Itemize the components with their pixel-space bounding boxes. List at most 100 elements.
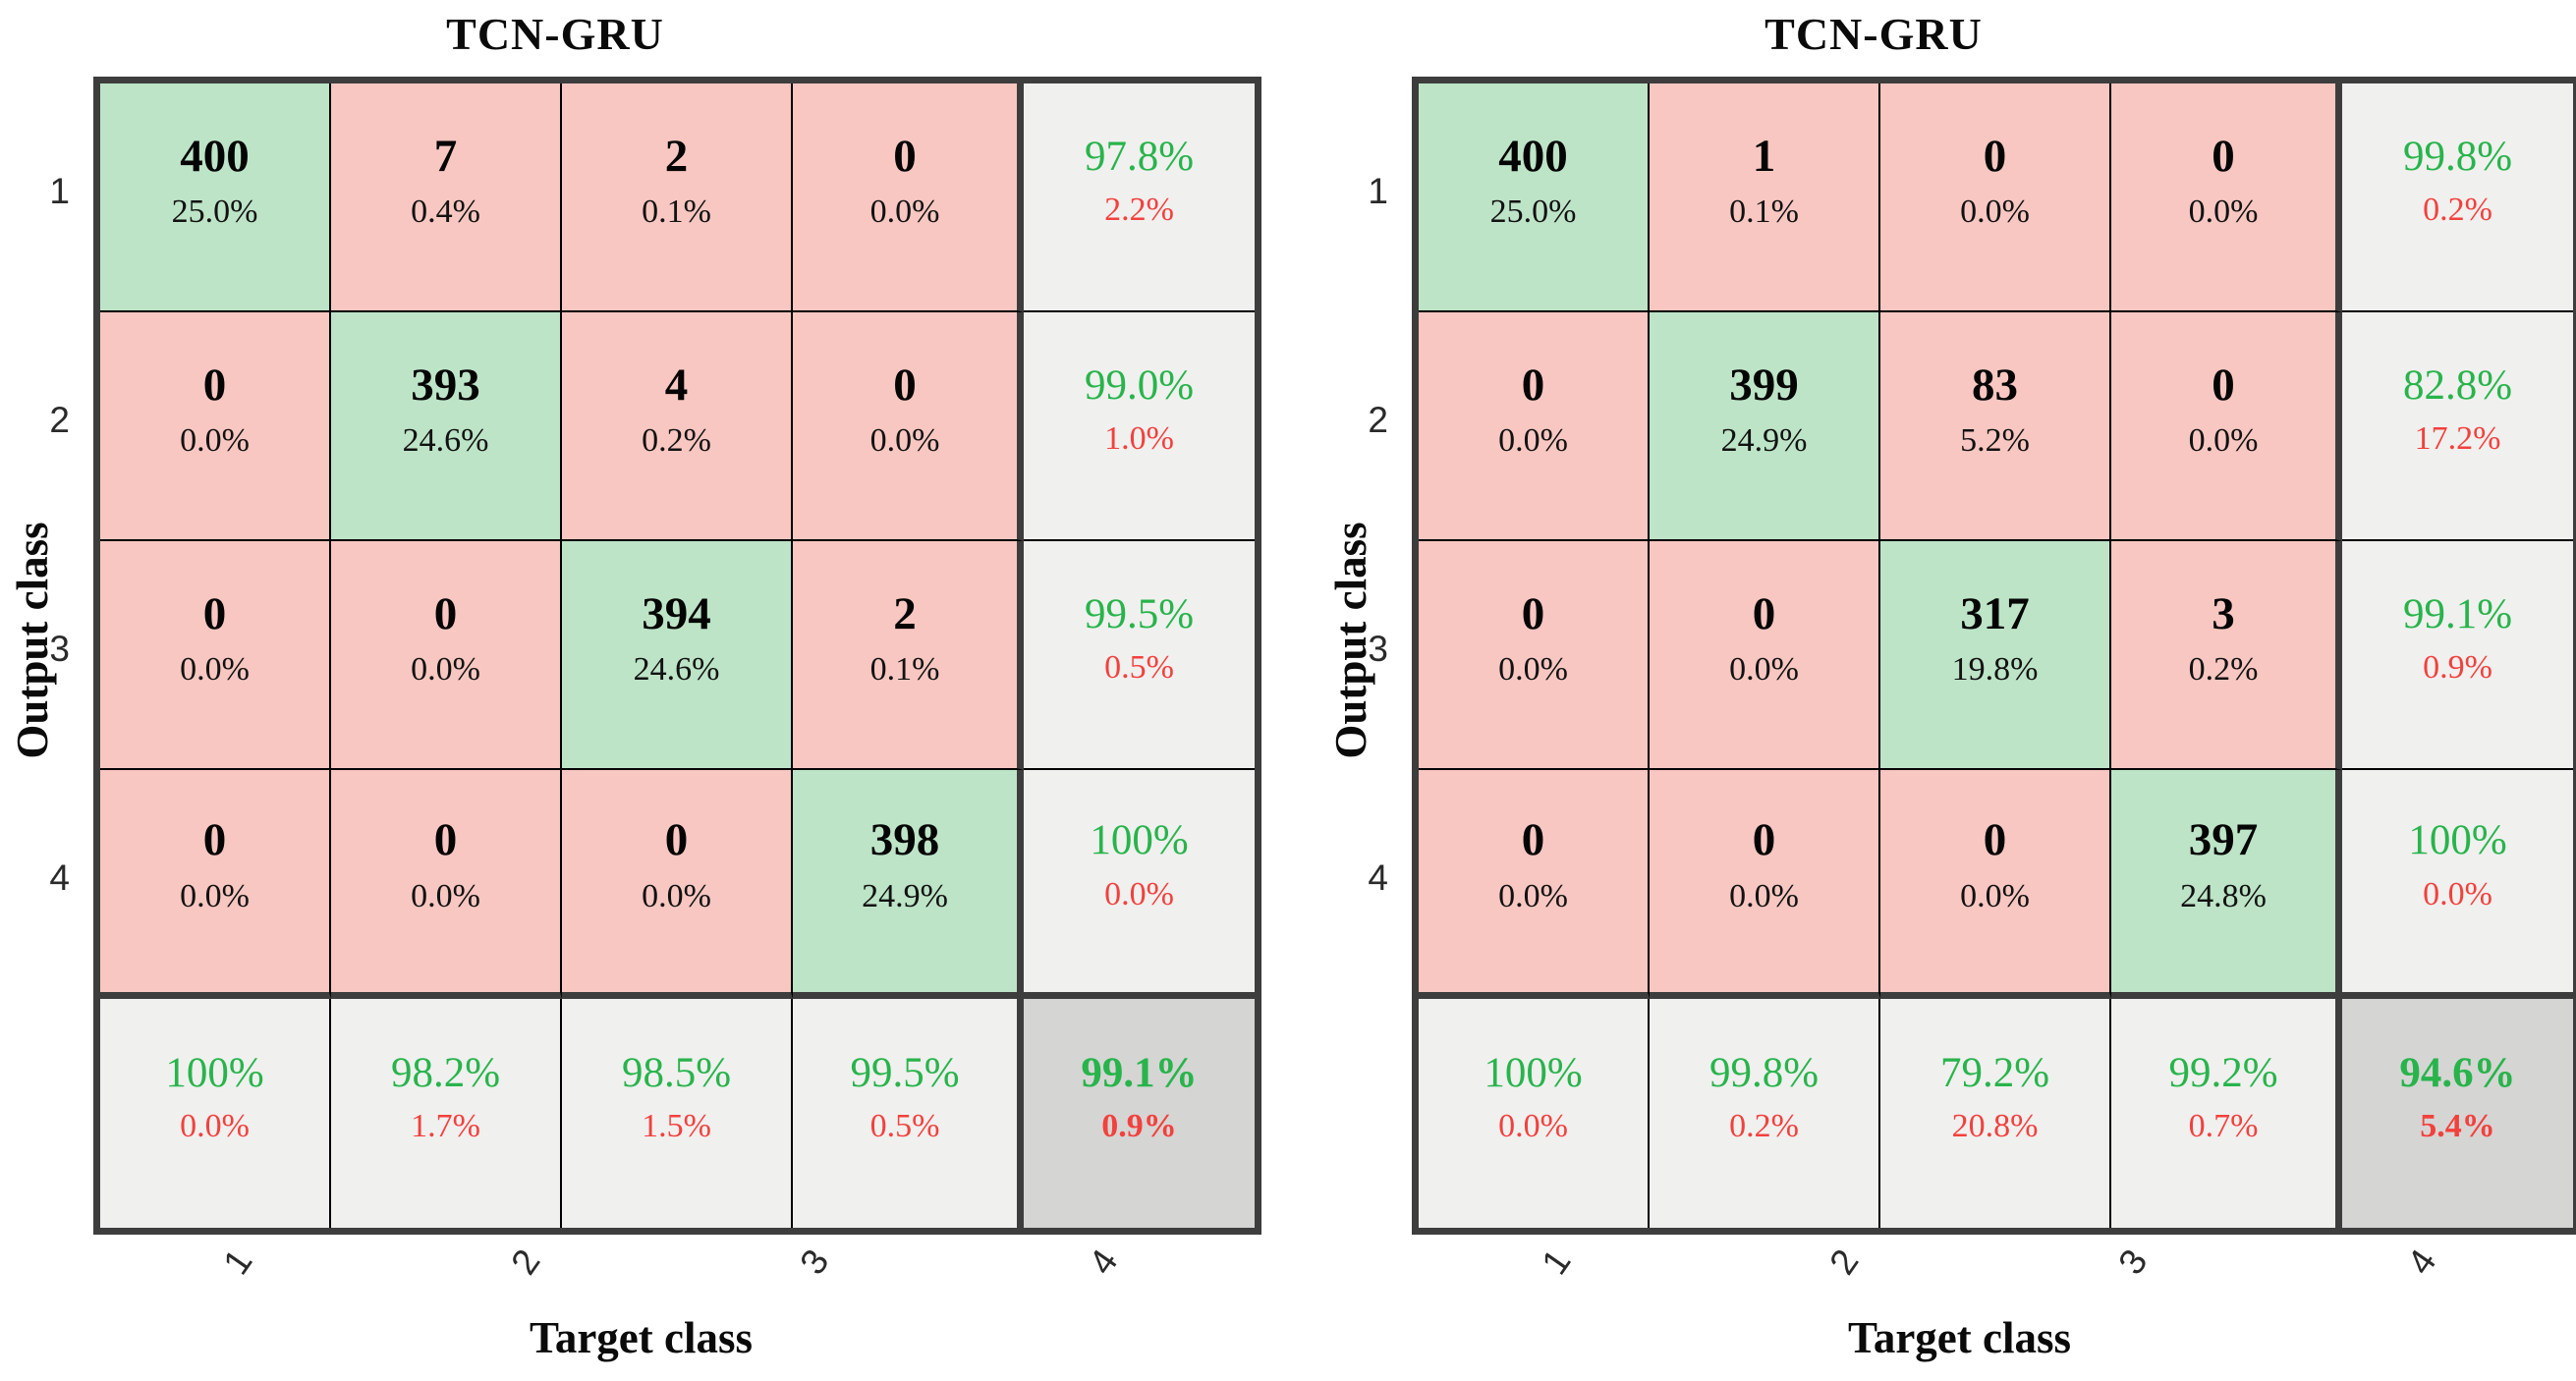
cell-percent: 0.0% [2188,193,2259,231]
col-error-percent: 0.2% [1729,1108,1799,1145]
cell-count: 400 [180,130,250,182]
cell-percent: 0.0% [642,877,711,914]
cell-content: 0 0.0% [2188,359,2259,461]
matrix-grid: 400 25.0% 1 0.1% 0 0.0% 0 0.0% 99.8% 0.2% 0 0.0% 399… [1412,77,2576,1235]
cell-count: 0 [202,587,227,639]
cell-count: 0 [1752,587,1776,639]
cell-count: 0 [1983,130,2007,182]
cell-percent: 0.0% [1960,877,2030,914]
cell-percent: 0.0% [411,877,480,914]
cell-content: 99.5% 0.5% [1085,591,1194,687]
col-accuracy-percent: 98.5% [621,1049,732,1096]
cell-output1-target3: 2 0.1% [562,83,793,312]
x-tick-label: 3 [2110,1242,2156,1282]
cell-content: 0 0.0% [869,131,940,232]
cell-percent: 24.6% [633,651,720,689]
cell-content: 99.0% 1.0% [1085,362,1194,458]
cell-count: 394 [642,587,711,639]
cell-percent: 0.1% [642,193,711,231]
cell-output2-target4: 0 0.0% [793,312,1024,541]
col-error-percent: 1.7% [411,1108,480,1145]
cell-count: 0 [1521,587,1545,639]
cell-content: 2 0.1% [869,587,940,690]
cell-output3-target2: 0 0.0% [331,541,562,770]
cell-content: 3 0.2% [2189,588,2259,690]
y-tick-3: 3 [1368,628,1388,669]
cell-percent: 0.1% [1729,193,1799,231]
cell-count: 0 [1983,814,2007,866]
cell-output1-target2: 7 0.4% [331,83,562,312]
cell-content: 0 0.0% [869,359,940,461]
cell-content: 400 25.0% [1489,131,1577,232]
cell-percent: 24.9% [1720,422,1808,460]
cell-content: 0 0.0% [1729,814,1799,915]
cell-count: 0 [202,359,227,411]
cell-content: 99.5% 0.5% [850,1050,959,1145]
col-summary-4: 99.5% 0.5% [793,999,1024,1228]
row-accuracy-percent: 99.1% [2402,590,2513,637]
cell-percent: 25.0% [1489,193,1577,231]
col-summary-2: 98.2% 1.7% [331,999,562,1228]
x-tick-label: 4 [2399,1242,2444,1282]
y-axis-ticks: 1 2 3 4 [1325,77,1396,992]
cell-output1-target3: 0 0.0% [1880,83,2111,312]
cell-percent: 0.0% [1729,877,1799,914]
cell-output4-target4: 398 24.9% [793,770,1024,999]
overall-accuracy-percent: 99.1% [1081,1049,1198,1096]
x-axis-ticks: 1 2 3 4 [1412,1242,2566,1312]
cell-content: 4 0.2% [642,359,711,461]
cell-count: 4 [664,359,689,411]
cell-output2-target3: 83 5.2% [1880,312,2111,541]
cell-content: 100% 0.0% [1484,1050,1582,1145]
cell-output3-target4: 2 0.1% [793,541,1024,770]
cell-output4-target1: 0 0.0% [1419,770,1650,999]
x-tick-label: 2 [503,1242,548,1282]
row-error-percent: 0.9% [2423,649,2492,687]
chart-title: TCN-GRU [1764,9,1983,59]
x-tick-label: 4 [1081,1242,1126,1282]
cell-percent: 0.2% [642,422,711,460]
y-tick-3: 3 [49,628,70,669]
cell-content: 0 0.0% [180,814,250,915]
cell-output1-target2: 1 0.1% [1650,83,1880,312]
cell-percent: 0.0% [869,193,940,231]
cell-output1-target1: 400 25.0% [100,83,331,312]
row-summary-3: 99.1% 0.9% [2342,541,2573,770]
cell-output2-target1: 0 0.0% [100,312,331,541]
cell-count: 0 [433,587,458,639]
col-error-percent: 0.5% [869,1108,940,1145]
cell-content: 0 0.0% [2188,131,2259,232]
cell-percent: 0.0% [180,422,250,460]
cell-percent: 0.1% [869,651,940,689]
y-tick-4: 4 [1368,856,1388,898]
col-error-percent: 0.0% [1498,1108,1568,1145]
col-summary-2: 99.8% 0.2% [1650,999,1880,1228]
cell-output4-target2: 0 0.0% [1650,770,1880,999]
x-tick-4: 4 [2277,1242,2566,1312]
y-tick-1: 1 [1368,170,1388,211]
cell-count: 2 [893,587,917,639]
cell-content: 0 0.0% [1729,587,1799,690]
chart-title: TCN-GRU [446,9,664,59]
row-accuracy-percent: 99.8% [2402,133,2513,180]
cell-content: 0 0.0% [1498,814,1568,915]
y-axis-ticks: 1 2 3 4 [7,77,78,992]
x-tick-4: 4 [959,1242,1248,1312]
row-summary-4: 100% 0.0% [2342,770,2573,999]
cell-percent: 0.0% [2188,422,2259,460]
y-tick-2: 2 [1368,399,1388,440]
cell-content: 2 0.1% [642,131,711,232]
overall-accuracy-percent: 94.6% [2399,1049,2516,1096]
cell-percent: 0.0% [1498,422,1568,460]
cell-content: 98.2% 1.7% [391,1050,500,1145]
cell-percent: 0.0% [1960,193,2030,231]
row-summary-1: 99.8% 0.2% [2342,83,2573,312]
x-tick-label: 1 [1533,1242,1579,1282]
cell-percent: 0.0% [869,422,940,460]
cell-count: 317 [1960,587,2030,639]
x-tick-3: 3 [1989,1242,2278,1312]
cell-content: 0 0.0% [180,359,250,461]
cell-output1-target4: 0 0.0% [793,83,1024,312]
x-tick-label: 1 [214,1242,260,1282]
